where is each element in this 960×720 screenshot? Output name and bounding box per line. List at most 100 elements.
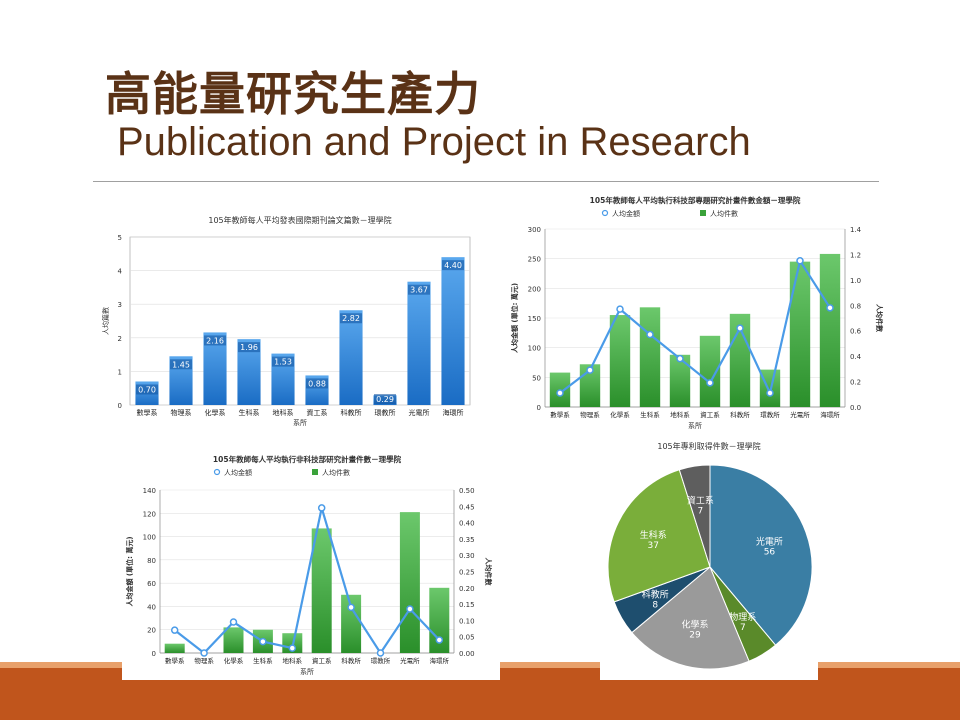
y-tick-label: 100	[528, 345, 541, 353]
y2-tick-label: 1.2	[850, 251, 861, 259]
x-tick-label: 環教所	[371, 656, 391, 665]
y-tick-label: 60	[147, 580, 156, 588]
line-point	[200, 649, 208, 657]
line-point	[170, 626, 179, 634]
slide-title: 高能量研究生產力	[105, 67, 481, 121]
pie-slice	[678, 464, 711, 568]
data-label-bg	[408, 284, 430, 295]
legend-label: 人均金額	[224, 468, 252, 477]
line-point	[317, 504, 326, 512]
legend-label: 人均金額	[612, 209, 640, 218]
bar	[819, 253, 841, 407]
chart-title: 105年教師每人平均執行科技部專題研究計畫件數金額－理學院	[590, 195, 801, 205]
pie-slice	[607, 469, 711, 603]
title-divider	[93, 181, 879, 182]
y2-axis-label: 人均件數	[484, 558, 493, 586]
x-tick-label: 生科系	[640, 410, 660, 419]
legend-label: 人均件數	[710, 209, 738, 218]
y-tick-label: 20	[147, 627, 156, 635]
y-axis-label: 人均金額 (單位: 萬元)	[510, 283, 519, 353]
data-label-bg	[340, 313, 362, 324]
chart-title: 105年教師每人平均執行非科技部研究計畫件數－理學院	[213, 454, 402, 464]
y-tick-label: 0	[118, 402, 122, 410]
bar	[429, 587, 450, 653]
data-label: 3.67	[410, 286, 428, 295]
data-label: 1.96	[240, 343, 258, 352]
y-tick-label: 200	[528, 285, 541, 293]
bar	[407, 281, 431, 405]
y2-tick-label: 0.25	[459, 569, 475, 577]
line-point	[676, 354, 684, 363]
bar	[399, 512, 420, 653]
x-tick-label: 化學系	[610, 410, 630, 419]
y-tick-label: 1	[118, 368, 122, 376]
x-tick-label: 海環所	[443, 408, 464, 417]
y2-tick-label: 0.50	[459, 487, 475, 495]
data-label-bg	[374, 394, 396, 404]
bar	[639, 307, 661, 407]
bar	[223, 627, 244, 653]
y2-axis-label: 人均件數	[875, 304, 884, 332]
publication-bar-chart: 105年教師每人平均發表國際期刊論文篇數－理學院 0 1 2 3 4 5 人均篇數 0.70 數學…	[101, 215, 471, 427]
y-tick-label: 250	[528, 256, 541, 264]
slice-value: 56	[764, 547, 776, 557]
bar	[203, 332, 227, 405]
y2-tick-label: 0.15	[459, 601, 475, 609]
bar	[789, 261, 811, 407]
data-label: 0.88	[308, 379, 326, 388]
y-tick-label: 4	[118, 268, 123, 276]
bar	[164, 643, 185, 653]
x-tick-label: 海環所	[820, 410, 840, 419]
x-tick-label: 地科系	[273, 408, 294, 417]
x-tick-label: 生科系	[253, 656, 273, 665]
line-point	[706, 379, 714, 387]
x-tick-label: 化學系	[224, 656, 244, 665]
x-axis-label: 系所	[300, 667, 314, 676]
y2-tick-label: 0.40	[459, 520, 475, 528]
line-point	[376, 649, 385, 657]
line-point	[347, 603, 355, 612]
pie-slice	[631, 566, 750, 670]
y2-tick-label: 0.00	[459, 650, 475, 658]
legend-bar-marker	[312, 469, 318, 475]
x-tick-label: 科教所	[730, 410, 750, 419]
line-point	[259, 637, 267, 646]
x-tick-label: 物理系	[580, 410, 600, 419]
data-label-bg	[136, 384, 158, 395]
x-tick-label: 地科系	[670, 410, 690, 419]
legend-line-marker	[213, 468, 221, 476]
y-tick-label: 40	[147, 603, 156, 611]
data-label-bg	[170, 359, 192, 370]
y-tick-label: 150	[528, 315, 541, 323]
bar	[441, 257, 465, 405]
patent-pie-chart: 105年專利取得件數－理學院光電所56物理系7化學系29科教所8生科系37資工系…	[607, 441, 813, 670]
y2-tick-label: 0.0	[850, 404, 861, 412]
x-tick-label: 物理系	[171, 408, 192, 417]
y2-tick-label: 0.20	[459, 585, 475, 593]
data-label-bg	[204, 335, 226, 346]
y2-tick-label: 1.0	[850, 277, 861, 285]
y2-tick-label: 1.4	[850, 226, 862, 234]
x-axis-label: 系所	[293, 418, 307, 427]
x-tick-label: 環教所	[760, 410, 780, 419]
line-point	[796, 257, 804, 265]
chart-title: 105年教師每人平均發表國際期刊論文篇數－理學院	[208, 215, 391, 225]
slice-value: 7	[740, 623, 746, 633]
data-label-bg	[238, 342, 260, 353]
y-tick-label: 80	[147, 557, 156, 565]
line-point	[766, 389, 774, 397]
slice-label: 生科系	[640, 529, 667, 541]
line-point	[616, 305, 624, 313]
y-tick-label: 0	[152, 650, 156, 658]
non-most-project-chart-panel: 105年教師每人平均執行非科技部研究計畫件數－理學院人均金額人均件數 0 20 40 6…	[122, 450, 500, 680]
slice-label: 物理系	[729, 611, 756, 623]
non-most-project-combo-chart: 105年教師每人平均執行非科技部研究計畫件數－理學院人均金額人均件數 0 20 40 6…	[125, 454, 493, 676]
y-tick-label: 3	[118, 301, 122, 309]
x-tick-label: 資工系	[307, 408, 328, 417]
y-tick-label: 100	[143, 534, 156, 542]
x-tick-label: 資工系	[700, 410, 720, 419]
x-tick-label: 資工系	[312, 656, 332, 665]
data-label-bg	[272, 356, 294, 367]
data-label: 2.16	[206, 336, 224, 345]
